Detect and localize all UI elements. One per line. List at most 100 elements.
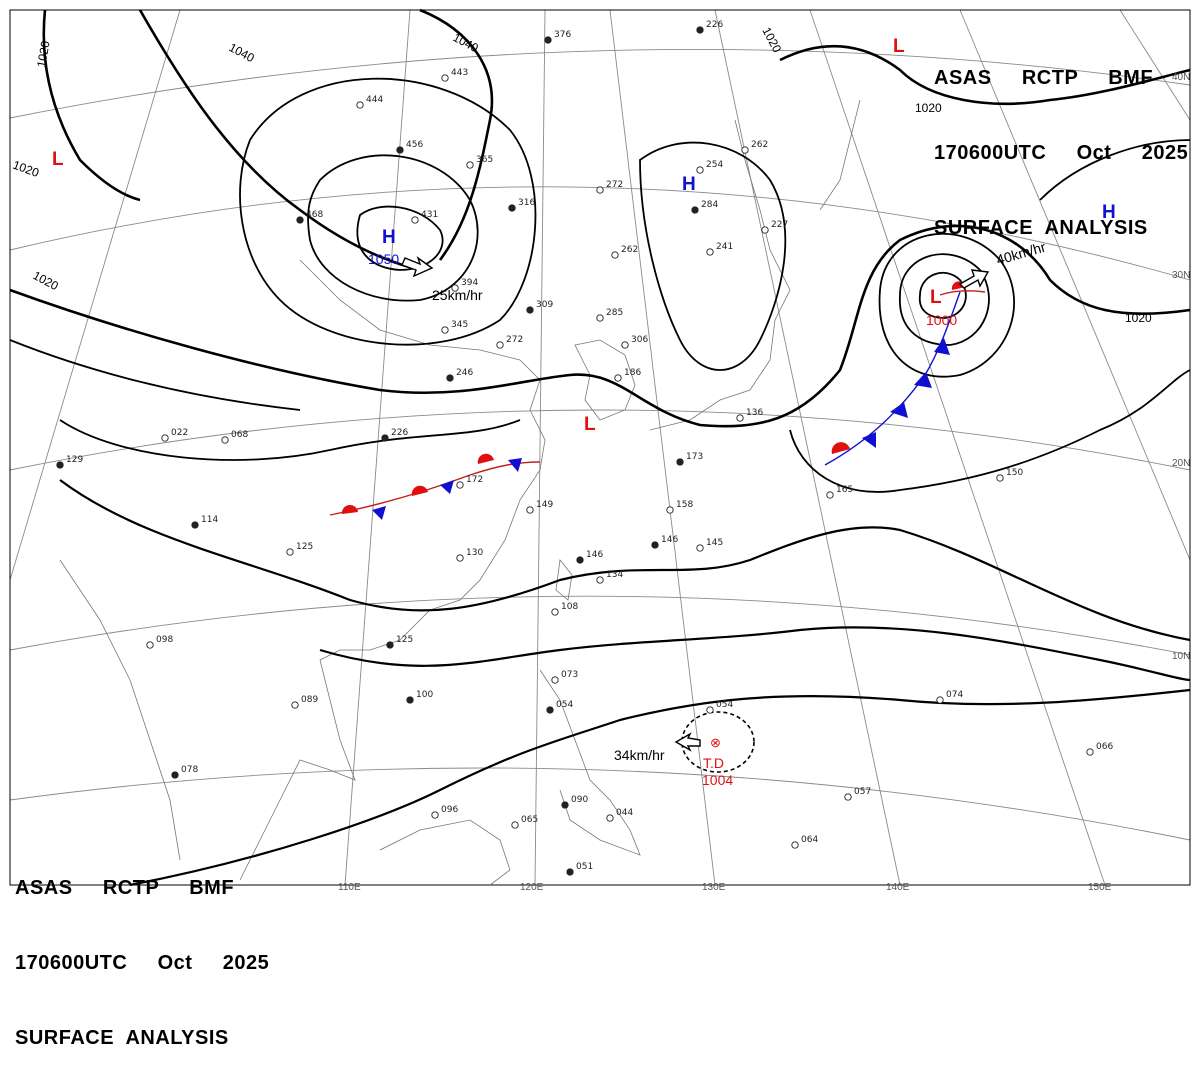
station-marker [736,414,744,422]
station-marker [621,341,629,349]
station-pressure-label: 246 [456,368,473,378]
lat-line-0 [9,767,1191,841]
td-symbol: ⊗ [710,735,721,750]
station-marker [1086,748,1094,756]
station-pressure-label: 145 [706,538,723,548]
station-pressure-label: 284 [701,200,718,210]
high-center-sea: H [682,174,696,195]
header-product: SURFACE ANALYSIS [15,1027,229,1049]
high-center-east: H [1102,202,1116,223]
station-marker [411,216,419,224]
station-marker [706,248,714,256]
station-marker [741,146,749,154]
coastlines [59,99,861,886]
isobar-1020-main [9,224,1191,428]
station-marker [676,458,684,466]
station-marker [526,506,534,514]
station-marker [291,701,299,709]
station-pressure-label: 316 [518,198,535,208]
station-marker [406,696,414,704]
surface-analysis-map: 376 443 444 456 365 431 468 394 345 316 272 254 284 2… [9,8,1191,893]
station-marker [544,36,552,44]
warm-front-bump [831,442,850,454]
station-marker [651,541,659,549]
station-marker [441,326,449,334]
station-marker [381,434,389,442]
cold-front-barb [372,506,386,520]
station-marker [396,146,404,154]
cold-front-barb [934,338,950,355]
lat-label: 10N [1172,651,1190,662]
coast-kamchatka [819,99,861,211]
isobar-inner-1 [59,419,521,461]
station-marker [546,706,554,714]
station-marker [511,821,519,829]
td-pressure: 1004 [702,772,733,788]
station-pressure-label: 150 [1006,468,1023,478]
coast-japan [649,119,791,431]
isobar-1012-south [59,479,1191,642]
isobar-1008 [319,626,1191,682]
isobar-label: 1020 [34,39,52,68]
station-marker [596,186,604,194]
low-center-east: L [930,287,942,308]
warm-front-bump [411,485,428,496]
lat-label: 20N [1172,458,1190,469]
isobars [9,8,1191,887]
station-marker [431,811,439,819]
station-marker [844,793,852,801]
station-pressure-label: 444 [366,95,383,105]
lon-label: 140E [886,882,910,893]
station-pressure-label: 066 [1096,742,1113,752]
station-pressure-label: 262 [621,245,638,255]
cold-front-barb [890,402,908,418]
station-pressure-label: 262 [751,140,768,150]
isobar-label: 1020 [1125,311,1152,325]
station-marker [456,554,464,562]
td-circulation [681,711,755,773]
station-marker [56,461,64,469]
isobar-high-ring-2 [307,154,479,302]
isobar-1040-a [138,9,421,272]
station-pressure-label: 065 [521,815,538,825]
station-marker [451,284,459,292]
lat-label: 30N [1172,270,1190,281]
header-time: 170600UTC Oct 2025 [934,142,1189,164]
station-marker [146,641,154,649]
lon-line-100e [9,9,181,581]
station-pressure-label: 272 [506,335,523,345]
station-marker [696,166,704,174]
station-pressure-label: 309 [536,300,553,310]
station-marker [596,576,604,584]
lat-line-10n [9,595,1191,656]
isobar-low-ring-2 [899,253,990,346]
station-pressure-label: 130 [466,548,483,558]
station-marker [446,374,454,382]
station-marker [221,436,229,444]
station-pressure-label: 114 [201,515,218,525]
station-marker [606,814,614,822]
isobar-high-ring-3 [239,77,537,346]
station-marker [286,548,294,556]
station-pressure-label: 090 [571,795,588,805]
station-pressure-label: 108 [561,602,578,612]
fronts [329,281,986,520]
header-title: ASAS RCTP BMF [15,877,235,899]
station-marker [551,676,559,684]
station-pressure-label: 165 [836,485,853,495]
station-pressure-label: 443 [451,68,468,78]
motion-arrow-td [674,732,701,752]
station-marker [526,306,534,314]
coast-korea [574,339,636,421]
station-marker [614,374,622,382]
isobar-inner-2 [9,339,301,411]
lon-line-140e [714,9,901,886]
station-pressure-label: 272 [606,180,623,190]
coast-indochina [239,659,356,881]
isobar-label: 1020 [915,101,942,115]
station-marker [161,434,169,442]
high-center-pressure: 1050 [368,251,399,267]
isobar-1040-b [419,8,494,261]
warm-front-bump [341,504,358,514]
station-pressure-label: 054 [556,700,573,710]
